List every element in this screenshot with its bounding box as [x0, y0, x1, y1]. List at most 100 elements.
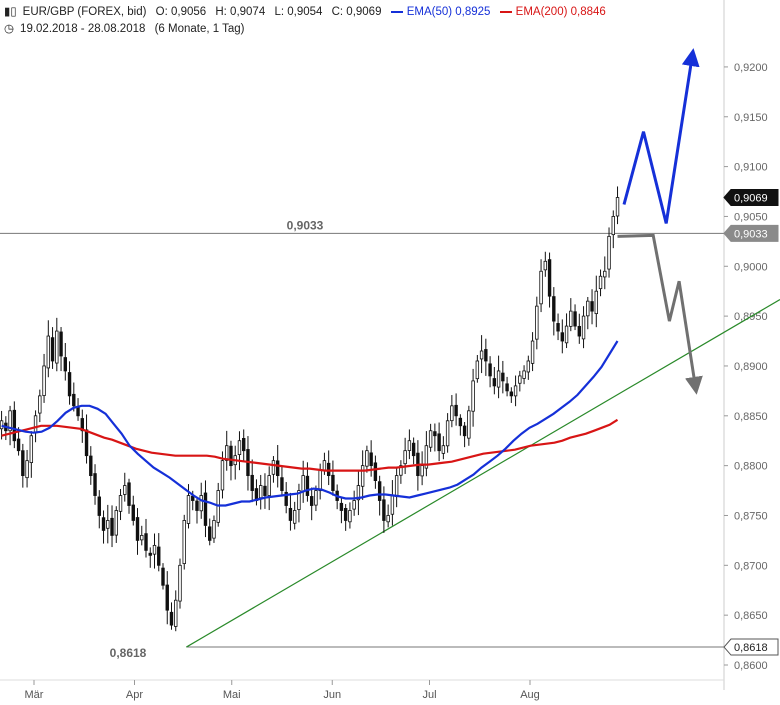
chart-type-icon[interactable]: ▮▯	[4, 6, 17, 18]
candle-body	[369, 452, 373, 467]
bullish-scenario-arrow	[622, 48, 700, 224]
candle-body	[407, 440, 412, 451]
candle-body	[59, 331, 63, 357]
candle-body	[484, 349, 488, 362]
candle-body	[212, 520, 216, 539]
candle-body	[569, 310, 573, 327]
candle-body	[539, 270, 543, 305]
candle-body	[110, 517, 114, 536]
candle-body	[428, 430, 433, 448]
x-tick-label: Aug	[520, 689, 540, 701]
candle-body	[89, 455, 93, 477]
candle-body	[174, 599, 178, 627]
candle-body	[526, 360, 531, 373]
candle-body	[411, 442, 416, 457]
candle-body	[471, 380, 475, 412]
candle-body	[263, 485, 267, 496]
candle-body	[16, 438, 21, 452]
candle-body	[29, 435, 34, 463]
candle-body	[297, 490, 301, 510]
candle-body	[348, 510, 352, 523]
close-value: C: 0,9069	[331, 6, 382, 18]
candle-body	[38, 395, 42, 414]
chart-header: ▮▯ EUR/GBP (FOREX, bid) O: 0,9056 H: 0,90…	[4, 4, 612, 18]
candle-body	[33, 415, 38, 434]
ema200-legend: EMA(200) 0,8846	[499, 6, 606, 18]
candle-body	[450, 405, 454, 422]
candle-body	[203, 492, 208, 526]
candle-body	[135, 517, 140, 541]
candle-body	[165, 584, 169, 611]
chart-subheader: ◷ 19.02.2018 - 28.08.2018 (6 Monate, 1 Ta…	[4, 21, 251, 35]
candle-body	[55, 330, 59, 364]
candle-body	[556, 323, 560, 332]
candle-body	[356, 485, 361, 501]
x-tick-label: Mai	[223, 689, 241, 701]
candle-body	[46, 335, 51, 369]
price-tag	[723, 638, 779, 656]
candle-body	[322, 460, 327, 471]
candle-body	[275, 460, 280, 477]
ema200-swatch-icon	[499, 10, 512, 13]
ema200-line	[1, 418, 619, 472]
candle-body	[144, 533, 148, 551]
price-tag-label: 0,8618	[734, 642, 768, 654]
candle-body	[399, 465, 403, 476]
candle-body	[403, 450, 407, 465]
candle-body	[131, 504, 135, 521]
candle-body	[93, 473, 97, 496]
y-tick-label: 0,8750	[734, 510, 768, 522]
candle-body	[309, 496, 314, 506]
candle-body	[305, 475, 310, 496]
candle-body	[479, 350, 484, 360]
candle-body	[140, 535, 144, 541]
candle-body	[518, 375, 522, 384]
candle-body	[242, 438, 246, 452]
date-range: 19.02.2018 - 28.08.2018	[20, 23, 146, 35]
candle-body	[352, 500, 356, 510]
candle-body	[611, 216, 615, 236]
x-tick-label: Jun	[323, 689, 341, 701]
candle-body	[157, 546, 161, 566]
ema200-label: EMA(200)	[515, 6, 568, 18]
candle-body	[267, 475, 271, 496]
candle-body	[445, 420, 450, 447]
ema50-line	[1, 340, 619, 507]
symbol-label: EUR/GBP (FOREX, bid)	[22, 6, 147, 18]
candle-body	[598, 275, 603, 290]
y-tick-label: 0,8600	[734, 660, 768, 672]
price-tag-label: 0,9033	[734, 228, 768, 240]
candle-body	[501, 372, 505, 382]
candle-body	[441, 445, 446, 454]
candle-body	[169, 611, 174, 626]
ema50-swatch-icon	[390, 10, 403, 13]
candle-body	[271, 460, 276, 475]
y-tick-label: 0,9200	[734, 62, 768, 74]
candle-body	[21, 450, 25, 477]
y-tick-label: 0,8700	[734, 560, 768, 572]
candle-body	[118, 495, 123, 512]
y-tick-label: 0,8650	[734, 610, 768, 622]
y-tick-label: 0,9050	[734, 211, 768, 223]
y-tick-label: 0,9100	[734, 162, 768, 174]
period-label: (6 Monate, 1 Tag)	[154, 23, 245, 35]
uptrend-line	[186, 299, 780, 648]
candle-body	[301, 475, 305, 493]
candle-body	[114, 510, 118, 536]
candle-body	[433, 431, 437, 437]
candle-body	[225, 445, 229, 461]
candle-body	[318, 470, 322, 492]
candle-body	[603, 270, 607, 278]
candle-body	[590, 301, 594, 312]
candle-body	[577, 325, 581, 337]
resistance-label: 0,9033	[287, 218, 324, 232]
y-tick-label: 0,9150	[734, 112, 768, 124]
candle-body	[377, 481, 382, 501]
candle-body	[67, 372, 72, 397]
y-tick-label: 0,8900	[734, 361, 768, 373]
ema50-legend: EMA(50) 0,8925	[390, 6, 490, 18]
candle-body	[80, 418, 84, 432]
candle-body	[496, 370, 501, 388]
x-tick-label: Jul	[422, 689, 436, 701]
